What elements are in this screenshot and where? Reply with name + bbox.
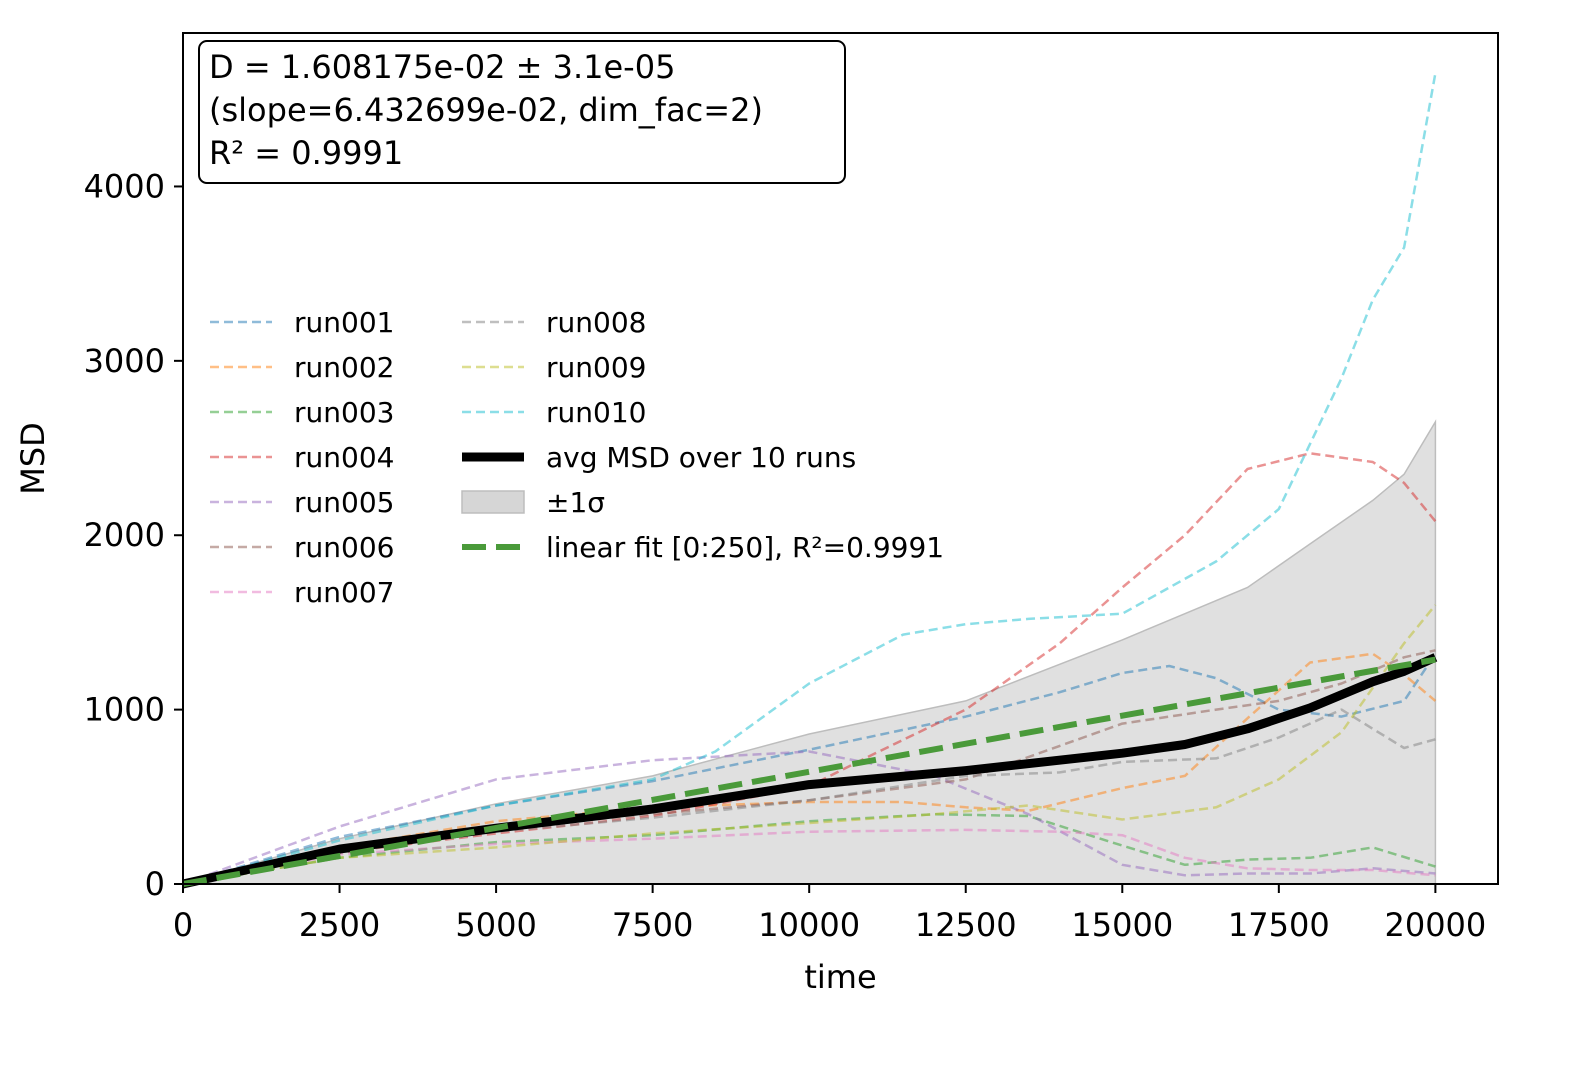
series-line-run009 xyxy=(182,604,1437,886)
annotation-box: D = 1.608175e-02 ± 3.1e-05 (slope=6.4326… xyxy=(198,40,846,184)
x-tick-label: 10000 xyxy=(758,906,860,944)
x-tick-label: 5000 xyxy=(455,906,536,944)
annotation-line: R² = 0.9991 xyxy=(209,134,403,172)
annotation-frame xyxy=(198,40,846,184)
plot-frame xyxy=(182,32,1499,885)
series-line-run008 xyxy=(182,708,1436,886)
ticks-layer: 0 2500 5000 7500 10000 12500 15000 17500 20000 0 1… xyxy=(84,167,1487,944)
series-line-run006 xyxy=(182,649,1436,886)
y-tick-label: 4000 xyxy=(84,167,165,205)
y-tick-label: 0 xyxy=(145,865,165,903)
y-axis-label: MSD xyxy=(14,422,52,495)
series-line-run002 xyxy=(182,652,1437,886)
legend-label: ±1σ xyxy=(546,486,605,519)
legend-label: run006 xyxy=(294,531,394,564)
x-tick-label: 0 xyxy=(173,906,193,944)
series-line-linear-fit xyxy=(182,656,1436,887)
x-tick-label: 12500 xyxy=(915,906,1017,944)
legend-label: run004 xyxy=(294,441,394,474)
legend-label: run001 xyxy=(294,306,394,339)
annotation-line: D = 1.608175e-02 ± 3.1e-05 xyxy=(209,48,675,86)
legend-label: run003 xyxy=(294,396,394,429)
annotation-line: (slope=6.432699e-02, dim_fac=2) xyxy=(209,91,763,129)
series-line-run003 xyxy=(182,812,1436,886)
series-line-run007 xyxy=(182,828,1436,886)
series-layer xyxy=(182,72,1438,889)
y-tick-label: 3000 xyxy=(84,342,165,380)
y-tick-label: 2000 xyxy=(84,516,165,554)
legend-swatch-band xyxy=(461,490,525,514)
y-tick-label: 1000 xyxy=(84,691,165,729)
legend-label: run005 xyxy=(294,486,394,519)
x-axis-label: time xyxy=(804,958,876,996)
series-line-run005 xyxy=(182,750,1436,886)
x-tick-label: 20000 xyxy=(1384,906,1486,944)
legend-label: run009 xyxy=(546,351,646,384)
legend-label: run007 xyxy=(294,576,394,609)
x-tick-label: 7500 xyxy=(612,906,693,944)
x-tick-label: 17500 xyxy=(1228,906,1330,944)
legend-label: run002 xyxy=(294,351,394,384)
legend-label: run010 xyxy=(546,396,646,429)
legend-label: avg MSD over 10 runs xyxy=(546,441,856,474)
x-tick-label: 15000 xyxy=(1071,906,1173,944)
legend-label: linear fit [0:250], R²=0.9991 xyxy=(546,531,944,564)
x-tick-label: 2500 xyxy=(299,906,380,944)
legend-label: run008 xyxy=(546,306,646,339)
legend: run001 run002 run003 run004 run005 run006 run0… xyxy=(210,306,944,609)
